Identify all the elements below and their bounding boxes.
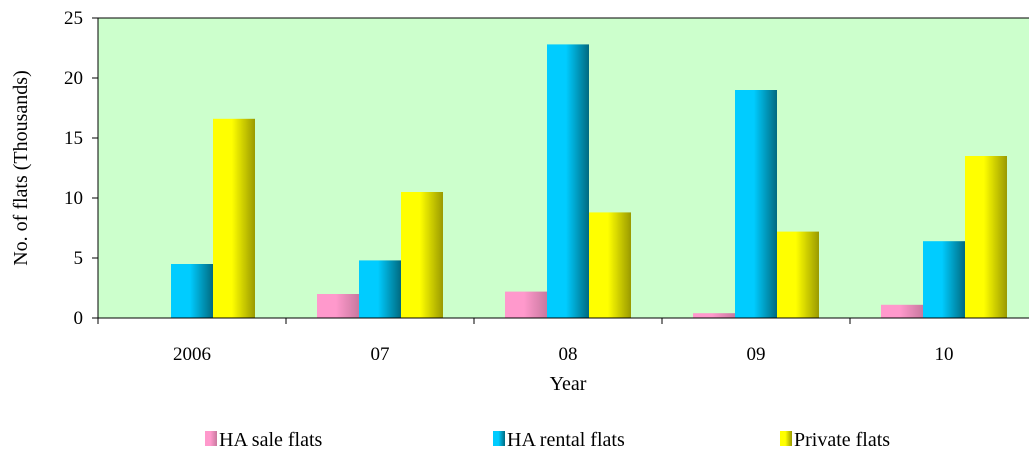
bar-ha-sale-flats-09 bbox=[693, 313, 735, 318]
legend-label: HA rental flats bbox=[507, 429, 625, 451]
legend-swatch-private-flats bbox=[780, 431, 792, 446]
bar-private-flats-08 bbox=[589, 212, 631, 318]
x-tick-label: 10 bbox=[935, 344, 954, 365]
y-tick-label: 15 bbox=[64, 128, 83, 149]
y-tick-label: 20 bbox=[64, 68, 83, 89]
bar-private-flats-07 bbox=[401, 192, 443, 318]
x-tick-label: 09 bbox=[747, 344, 766, 365]
bar-ha-rental-flats-10 bbox=[923, 241, 965, 318]
x-tick-label: 08 bbox=[559, 344, 578, 365]
bar-ha-sale-flats-10 bbox=[881, 304, 923, 318]
bar-ha-sale-flats-07 bbox=[317, 294, 359, 318]
y-tick-label: 10 bbox=[64, 188, 83, 209]
bar-ha-rental-flats-2006 bbox=[171, 264, 213, 318]
bar-ha-sale-flats-08 bbox=[505, 291, 547, 318]
legend-swatch-ha-sale-flats bbox=[205, 431, 217, 446]
legend-label: Private flats bbox=[794, 429, 890, 451]
x-axis-title: Year bbox=[550, 373, 587, 395]
bar-private-flats-10 bbox=[965, 156, 1007, 318]
legend-label: HA sale flats bbox=[219, 429, 323, 451]
bar-private-flats-2006 bbox=[213, 118, 255, 318]
y-axis-title: No. of flats (Thousands) bbox=[10, 70, 32, 266]
bar-private-flats-09 bbox=[777, 231, 819, 318]
x-tick-label: 2006 bbox=[173, 344, 211, 365]
x-tick-label: 07 bbox=[371, 344, 390, 365]
y-tick-label: 5 bbox=[74, 248, 84, 269]
bar-ha-rental-flats-08 bbox=[547, 44, 589, 319]
y-tick-label: 0 bbox=[74, 308, 84, 329]
bar-ha-rental-flats-09 bbox=[735, 90, 777, 318]
y-tick-label: 25 bbox=[64, 8, 83, 29]
bar-ha-rental-flats-07 bbox=[359, 260, 401, 318]
legend-swatch-ha-rental-flats bbox=[493, 431, 505, 446]
